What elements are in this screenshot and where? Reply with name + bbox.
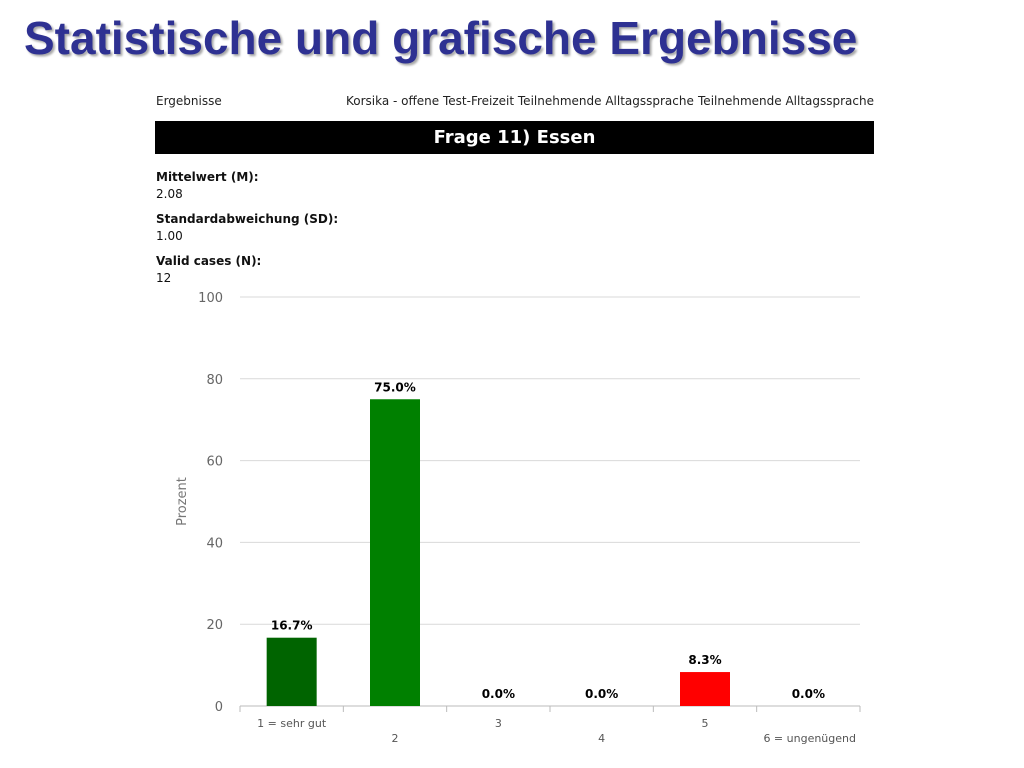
- stat-n-label: Valid cases (N):: [156, 254, 262, 268]
- header-left-label: Ergebnisse: [156, 94, 222, 108]
- y-tick-label: 0: [215, 700, 223, 715]
- data-label: 0.0%: [585, 687, 618, 701]
- stat-n-value: 12: [156, 271, 172, 285]
- x-tick-label: 6 = ungenügend: [763, 732, 856, 745]
- stat-mean: Mittelwert (M): 2.08: [156, 169, 259, 203]
- x-tick-label: 1 = sehr gut: [257, 717, 327, 730]
- y-tick-label: 40: [206, 536, 223, 551]
- bar: [370, 399, 420, 706]
- y-tick-label: 20: [206, 618, 223, 633]
- data-label: 0.0%: [792, 687, 825, 701]
- data-label: 8.3%: [688, 653, 721, 667]
- stat-mean-value: 2.08: [156, 187, 183, 201]
- y-tick-label: 60: [206, 455, 223, 470]
- question-title: Frage 11) Essen: [433, 127, 596, 148]
- x-tick-label: 4: [598, 732, 605, 745]
- y-tick-label: 80: [206, 373, 223, 388]
- stat-n: Valid cases (N): 12: [156, 253, 261, 287]
- stat-sd-value: 1.00: [156, 229, 183, 243]
- stat-sd: Standardabweichung (SD): 1.00: [156, 211, 338, 245]
- data-label: 75.0%: [374, 380, 416, 394]
- x-tick-label: 3: [495, 717, 502, 730]
- header-group-name: Teilnehmende Alltagssprache: [698, 94, 874, 108]
- data-label: 0.0%: [482, 687, 515, 701]
- x-tick-label: 5: [702, 717, 709, 730]
- y-tick-label: 100: [198, 291, 223, 306]
- y-axis-label: Prozent: [175, 477, 190, 526]
- data-label: 16.7%: [271, 619, 313, 633]
- bar: [266, 637, 317, 706]
- stat-sd-label: Standardabweichung (SD):: [156, 212, 339, 226]
- report-header: Ergebnisse Korsika - offene Test-Freizei…: [156, 94, 874, 110]
- header-survey-name: Korsika - offene Test-Freizeit Teilnehme…: [346, 94, 694, 108]
- x-tick-label: 2: [392, 732, 399, 745]
- bar: [680, 672, 730, 706]
- slide-title: Statistische und grafische Ergebnisse: [24, 12, 858, 64]
- stat-mean-label: Mittelwert (M):: [156, 170, 259, 184]
- question-title-bar: Frage 11) Essen: [155, 121, 874, 154]
